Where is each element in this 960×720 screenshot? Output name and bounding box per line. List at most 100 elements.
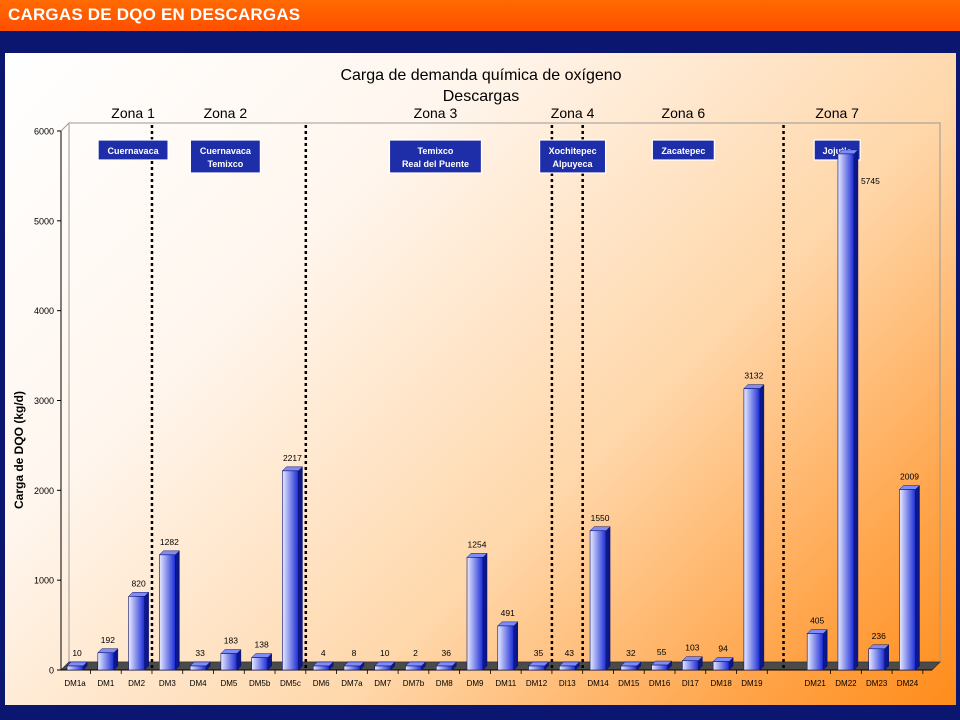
bar-value-label: 4 <box>321 648 326 658</box>
bar-value-label: 491 <box>501 608 515 618</box>
bar-front <box>712 661 730 671</box>
bar-side <box>605 526 611 671</box>
zone-locality-box <box>189 139 261 174</box>
x-tick-label: DM23 <box>866 679 888 688</box>
x-tick-label: DM11 <box>495 679 516 688</box>
chart-back-wall <box>68 122 941 663</box>
bar-value-label: 43 <box>565 648 575 658</box>
zone-locality-box <box>97 139 169 161</box>
bar-front <box>559 665 576 671</box>
y-tick-label: 4000 <box>34 306 54 316</box>
bar-side <box>884 644 889 671</box>
bar-front <box>497 625 515 671</box>
bar-front <box>899 489 916 671</box>
zone-locality-label: Cuernavaca <box>108 146 160 156</box>
bar-side <box>482 552 488 671</box>
x-tick-label: DM19 <box>741 679 763 688</box>
bar-value-label: 35 <box>534 648 544 658</box>
x-tick-label: DM5 <box>220 679 237 688</box>
x-tick-label: DM14 <box>587 679 609 688</box>
bar-value-label: 405 <box>810 616 824 626</box>
x-tick-label: DM1a <box>64 679 86 688</box>
bar-front <box>682 660 699 671</box>
bar-value-label: 10 <box>72 648 82 658</box>
y-tick-label: 0 <box>49 666 54 676</box>
zone-label: Zona 1 <box>111 105 155 121</box>
bar-front <box>806 633 824 671</box>
zone-label: Zona 3 <box>414 105 458 121</box>
bar-front <box>66 665 84 671</box>
zone-locality-label: Zacatepec <box>661 146 705 156</box>
header-bar: CARGAS DE DQO EN DESCARGAS <box>0 0 960 31</box>
x-tick-label: DM22 <box>835 679 857 688</box>
x-tick-label: DM9 <box>467 679 484 688</box>
x-tick-label: DM15 <box>618 679 640 688</box>
bar-value-label: 820 <box>132 578 146 588</box>
y-tick-label: 1000 <box>34 576 54 586</box>
x-tick-label: DM3 <box>159 679 176 688</box>
bar-front <box>251 657 268 671</box>
x-tick-label: DM18 <box>710 679 732 688</box>
chart-title: Carga de demanda química de oxígeno <box>340 67 621 84</box>
x-tick-label: DM7b <box>403 679 425 688</box>
chart-subtitle: Descargas <box>443 88 519 105</box>
bar-front <box>405 665 422 671</box>
bar-value-label: 3132 <box>744 371 763 381</box>
x-tick-label: DM4 <box>190 679 207 688</box>
x-tick-label: DM6 <box>313 679 330 688</box>
bar-side <box>853 149 859 671</box>
bar-value-label: 192 <box>101 635 115 645</box>
bar-front <box>97 652 115 671</box>
bar-value-label: 33 <box>195 648 205 658</box>
zone-label: Zona 6 <box>662 105 706 121</box>
bar-front <box>620 665 638 671</box>
bar-front <box>589 530 607 671</box>
bar-value-label: 8 <box>352 648 357 658</box>
bar-side <box>513 621 519 671</box>
axis-depth-line <box>60 122 70 132</box>
bar-side <box>759 384 765 671</box>
zone-locality-label: Xochitepec <box>549 146 597 156</box>
zone-label: Zona 4 <box>551 105 595 121</box>
bar-side <box>298 466 303 671</box>
bar-front <box>466 557 484 671</box>
x-tick-label: DM2 <box>128 679 145 688</box>
bar-value-label: 1550 <box>591 513 610 523</box>
x-tick-label: DM21 <box>805 679 827 688</box>
x-tick-label: DM1 <box>97 679 114 688</box>
zone-locality-label: Temixco <box>207 159 243 169</box>
bar-side <box>915 484 920 671</box>
bar-front <box>651 664 668 671</box>
bar-value-label: 236 <box>872 631 886 641</box>
bar-front <box>374 665 392 671</box>
bar-value-label: 94 <box>718 644 728 654</box>
bar-front <box>189 665 207 671</box>
y-tick-label: 5000 <box>34 216 54 226</box>
bar-front <box>343 665 361 671</box>
bar-front <box>128 596 145 671</box>
y-tick-label: 3000 <box>34 396 54 406</box>
bar-front <box>528 665 545 671</box>
bar-value-label: 10 <box>380 648 390 658</box>
dqo-bar-chart: Carga de demanda química de oxígeno Desc… <box>12 67 941 688</box>
x-tick-label: DI17 <box>682 679 699 688</box>
bar-side <box>822 629 828 671</box>
y-axis-label: Carga de DQO (kg/d) <box>12 391 26 509</box>
zone-label: Zona 2 <box>204 105 248 121</box>
x-tick-label: DM12 <box>526 679 548 688</box>
bar-value-label: 5745 <box>861 176 880 186</box>
bar-front <box>743 388 761 671</box>
x-tick-label: DM5b <box>249 679 271 688</box>
bar-value-label: 103 <box>685 643 699 653</box>
bar-front <box>312 665 330 671</box>
bar-side <box>175 550 180 671</box>
bar-value-label: 1282 <box>160 537 179 547</box>
zone-label: Zona 7 <box>815 105 859 121</box>
bar-value-label: 32 <box>626 648 636 658</box>
chart-panel: Carga de demanda química de oxígeno Desc… <box>5 53 956 705</box>
zone-locality-label: Alpuyeca <box>553 159 594 169</box>
bar-side <box>144 591 149 671</box>
zone-locality-box <box>538 139 607 174</box>
bar-value-label: 2 <box>413 648 418 658</box>
x-tick-label: DM24 <box>897 679 919 688</box>
